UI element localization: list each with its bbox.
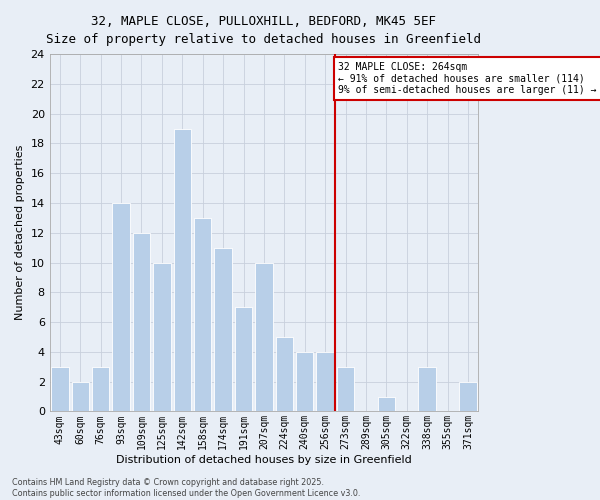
Text: Contains HM Land Registry data © Crown copyright and database right 2025.
Contai: Contains HM Land Registry data © Crown c…: [12, 478, 361, 498]
Bar: [377, 396, 395, 411]
Bar: [460, 382, 476, 412]
Bar: [316, 352, 334, 412]
Bar: [214, 248, 232, 412]
Bar: [51, 367, 68, 412]
Bar: [173, 128, 191, 412]
Bar: [275, 337, 293, 411]
Bar: [71, 382, 89, 412]
Bar: [153, 262, 170, 412]
Bar: [112, 203, 130, 412]
Bar: [296, 352, 313, 412]
Title: 32, MAPLE CLOSE, PULLOXHILL, BEDFORD, MK45 5EF
Size of property relative to deta: 32, MAPLE CLOSE, PULLOXHILL, BEDFORD, MK…: [46, 15, 481, 46]
Bar: [133, 233, 150, 412]
Bar: [92, 367, 109, 412]
Bar: [337, 367, 354, 412]
Bar: [194, 218, 211, 412]
Text: 32 MAPLE CLOSE: 264sqm
← 91% of detached houses are smaller (114)
9% of semi-det: 32 MAPLE CLOSE: 264sqm ← 91% of detached…: [338, 62, 597, 95]
X-axis label: Distribution of detached houses by size in Greenfield: Distribution of detached houses by size …: [116, 455, 412, 465]
Bar: [418, 367, 436, 412]
Bar: [235, 307, 252, 412]
Bar: [255, 262, 272, 412]
Y-axis label: Number of detached properties: Number of detached properties: [15, 145, 25, 320]
